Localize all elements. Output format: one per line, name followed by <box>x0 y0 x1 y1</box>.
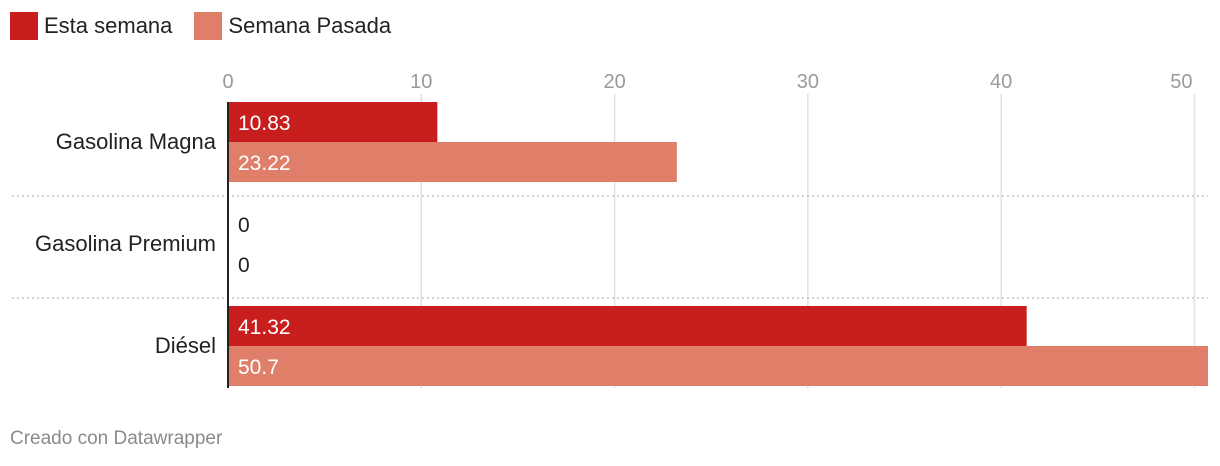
category-label-gasolina-premium: Gasolina Premium <box>35 231 216 256</box>
legend-label-semana-pasada: Semana Pasada <box>228 13 392 38</box>
value-label-esta-semana-gasolina-magna: 10.83 <box>238 112 291 135</box>
value-label-semana-pasada-diesel: 50.7 <box>238 356 279 379</box>
category-label-gasolina-magna: Gasolina Magna <box>56 129 217 154</box>
bar-semana-pasada-diesel <box>228 346 1208 386</box>
legend-swatch-esta-semana <box>10 12 38 40</box>
bar-esta-semana-gasolina-magna <box>228 102 438 142</box>
value-label-esta-semana-diesel: 41.32 <box>238 316 291 339</box>
value-label-semana-pasada-gasolina-magna: 23.22 <box>238 152 291 175</box>
value-label-esta-semana-gasolina-premium: 0 <box>238 214 250 237</box>
x-tick-label-10: 10 <box>410 71 432 93</box>
value-label-semana-pasada-gasolina-premium: 0 <box>238 254 250 277</box>
legend-label-esta-semana: Esta semana <box>44 13 173 38</box>
datawrapper-credit: Creado con Datawrapper <box>10 428 223 449</box>
bar-chart: 0 10 20 30 40 50 Gasolina Magna 10.83 23.22 Gasol… <box>12 71 1208 388</box>
bar-esta-semana-diesel <box>228 306 1027 346</box>
x-tick-label-30: 30 <box>797 71 819 93</box>
legend-item-esta-semana: Esta semana <box>10 12 172 40</box>
category-label-diesel: Diésel <box>155 333 216 358</box>
x-tick-label-0: 0 <box>222 71 233 93</box>
legend-item-semana-pasada: Semana Pasada <box>194 12 391 40</box>
bar-semana-pasada-gasolina-magna <box>228 142 677 182</box>
legend: Esta semana Semana Pasada <box>10 12 391 40</box>
x-tick-label-20: 20 <box>603 71 625 93</box>
x-tick-label-50: 50 <box>1170 71 1192 93</box>
legend-swatch-semana-pasada <box>194 12 223 40</box>
x-tick-label-40: 40 <box>990 71 1012 93</box>
